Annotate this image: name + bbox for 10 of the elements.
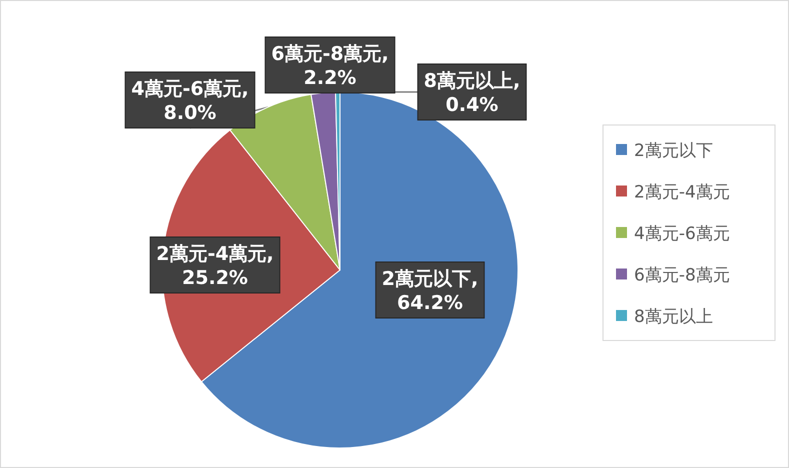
data-label: 2萬元-4萬元,25.2% [156, 243, 274, 289]
data-label: 4萬元-6萬元,8.0% [131, 78, 249, 124]
data-label: 2萬元以下,64.2% [382, 268, 478, 314]
legend-label: 8萬元以上 [634, 307, 713, 327]
data-label: 6萬元-8萬元,2.2% [271, 43, 389, 89]
legend-label: 4萬元-6萬元 [634, 224, 730, 244]
legend-label: 6萬元-8萬元 [634, 266, 730, 286]
legend-label: 2萬元以下 [634, 141, 713, 161]
legend-label: 2萬元-4萬元 [634, 182, 730, 202]
data-label: 8萬元以上,0.4% [424, 70, 520, 116]
